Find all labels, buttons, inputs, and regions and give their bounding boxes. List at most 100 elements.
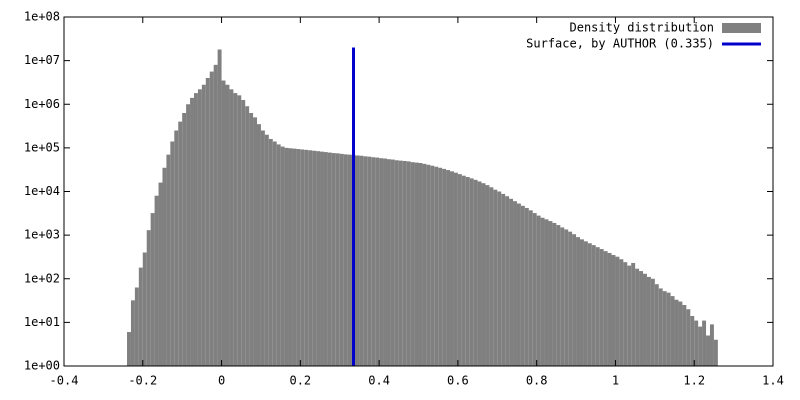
histogram-bar (292, 148, 297, 366)
x-tick-label: 0.4 (368, 374, 390, 388)
histogram-bar (197, 89, 202, 366)
histogram-bar (379, 158, 384, 366)
histogram-bar (174, 130, 179, 366)
histogram-bar (221, 80, 226, 367)
histogram-bar (532, 213, 537, 366)
histogram-bar (682, 305, 687, 366)
histogram-bar (556, 225, 561, 366)
histogram-bar (576, 237, 580, 366)
histogram-bar (229, 89, 234, 366)
histogram-bar (323, 152, 328, 366)
histogram-bar (646, 276, 651, 366)
histogram-bar (245, 106, 250, 367)
y-tick-label: 1e+03 (24, 228, 60, 242)
histogram-bar (410, 162, 415, 366)
histogram-bar (674, 299, 679, 366)
histogram-bar (678, 301, 683, 366)
x-tick-label: 0.2 (289, 374, 311, 388)
histogram-bar (473, 179, 478, 366)
histogram-bar (442, 168, 447, 366)
histogram-bar (469, 178, 474, 366)
histogram-bar (257, 124, 261, 366)
histogram-bar (536, 215, 541, 366)
x-tick-label: -0.2 (128, 374, 157, 388)
histogram-bar (414, 162, 419, 366)
histogram-bar (438, 167, 443, 366)
histogram-bar (603, 251, 608, 366)
histogram-bar (599, 249, 604, 366)
histogram-bar (698, 326, 703, 366)
histogram-bar (383, 158, 387, 366)
histogram-bar (501, 193, 506, 366)
histogram-bar (627, 265, 632, 366)
histogram-bar (426, 164, 431, 366)
legend-label: Density distribution (570, 21, 715, 35)
histogram-bar (253, 117, 258, 366)
histogram-bar (355, 155, 360, 366)
histogram-bar (662, 291, 667, 366)
y-tick-label: 1e+04 (24, 184, 60, 198)
y-tick-label: 1e+00 (24, 359, 60, 373)
x-tick-label: 0.8 (526, 374, 548, 388)
histogram-bar (579, 239, 584, 366)
histogram-bar (304, 149, 309, 366)
histogram-bar (134, 287, 139, 366)
histogram-bar (505, 196, 510, 366)
histogram-bar (497, 191, 502, 366)
legend-label: Surface, by AUTHOR (0.335) (526, 37, 714, 51)
histogram-bar (201, 84, 206, 366)
histogram-bar (690, 316, 695, 366)
histogram-bar (217, 49, 222, 366)
histogram-bar (237, 95, 242, 366)
histogram-bar (564, 229, 569, 366)
histogram-bar (371, 157, 376, 366)
histogram-bar (386, 159, 391, 366)
histogram-bar (670, 296, 675, 366)
histogram-bar (619, 259, 624, 366)
histogram-bar (142, 252, 147, 366)
histogram-bar (359, 155, 364, 366)
histogram-bar (686, 309, 691, 366)
histogram-bar (367, 156, 372, 366)
histogram-bar (568, 231, 573, 366)
y-tick-label: 1e+02 (24, 271, 60, 285)
histogram-bar (335, 153, 340, 366)
histogram-bar (528, 210, 533, 366)
histogram-bar (398, 160, 403, 366)
histogram-bar (702, 320, 707, 366)
histogram-bar (465, 176, 470, 366)
histogram-bar (146, 230, 151, 366)
histogram-bar (264, 134, 269, 366)
legend-swatch (722, 23, 761, 33)
histogram-bar (182, 113, 187, 366)
histogram-bar (150, 213, 155, 366)
histogram-bar (316, 151, 321, 366)
histogram-bar (127, 332, 131, 366)
histogram-bar (509, 198, 514, 366)
histogram-bar (233, 93, 238, 366)
x-tick-label: 0 (218, 374, 225, 388)
histogram-bar (162, 167, 167, 366)
histogram-bar (390, 159, 395, 366)
histogram-bar (457, 174, 462, 366)
histogram-bar (709, 324, 714, 366)
histogram-bar (308, 150, 313, 366)
histogram-bar (225, 84, 230, 366)
histogram-bar (130, 300, 135, 366)
histogram-bar (650, 278, 655, 366)
histogram-bar (560, 227, 565, 366)
histogram-bar (430, 165, 435, 366)
histogram-bar (639, 271, 644, 366)
histogram-bar (280, 146, 285, 366)
histogram-bar (493, 189, 498, 366)
histogram-bar (591, 245, 596, 366)
y-tick-label: 1e+05 (24, 140, 60, 154)
histogram-bar (623, 262, 628, 366)
histogram-bar (477, 181, 482, 366)
histogram-bar (489, 187, 494, 366)
histogram-bar (587, 243, 592, 366)
histogram-bar (178, 121, 183, 366)
histogram-bar (520, 205, 525, 366)
x-tick-label: 1.4 (762, 374, 784, 388)
